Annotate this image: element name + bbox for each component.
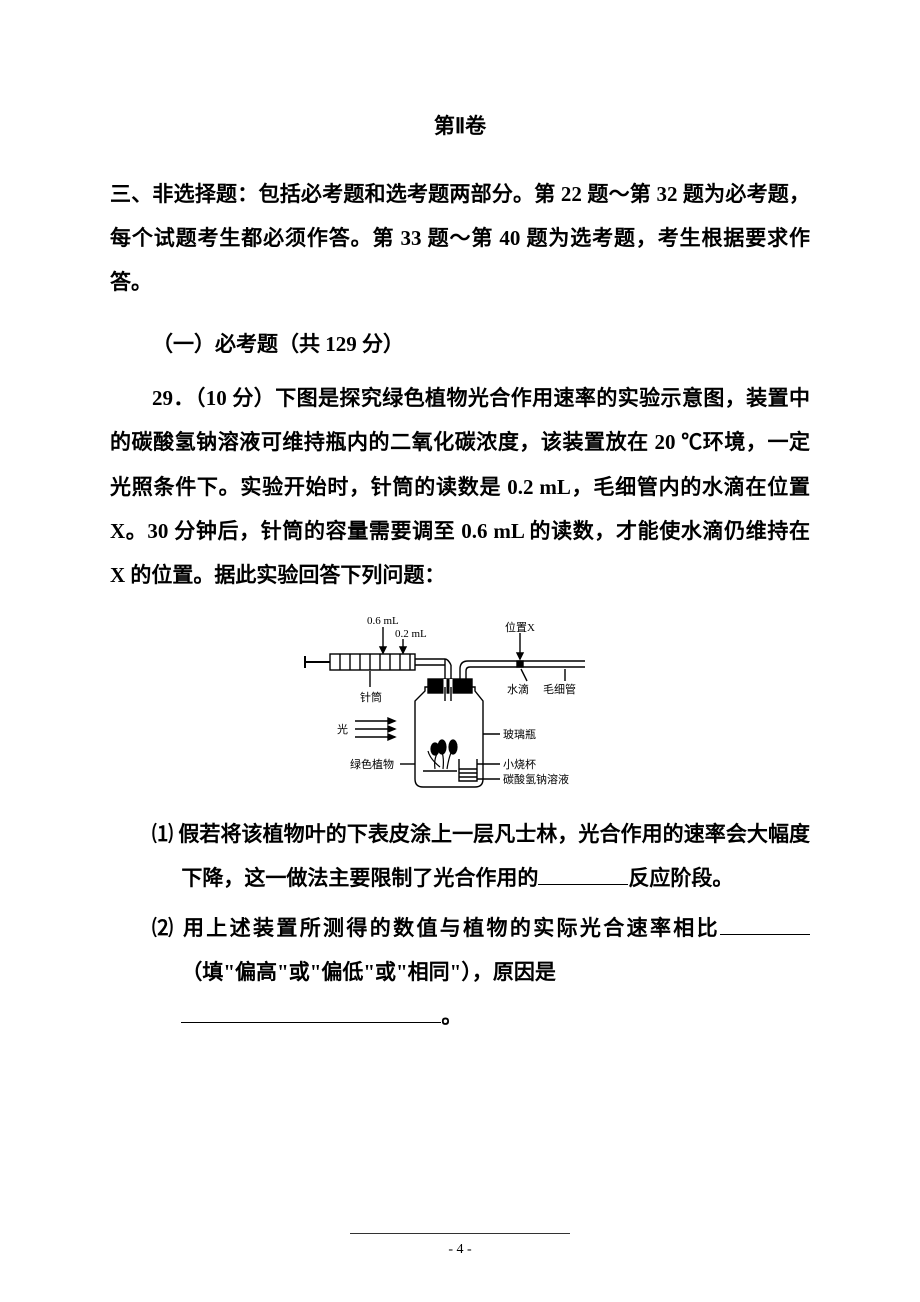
label-drop: 水滴 <box>507 682 529 696</box>
diagram-container: 0.6 mL 0.2 mL 针筒 位置X <box>110 609 810 794</box>
blank-3 <box>181 1004 441 1023</box>
question-29-stem: 29．（10 分）下图是探究绿色植物光合作用速率的实验示意图，装置中的碳酸氢钠溶… <box>110 376 810 596</box>
experiment-diagram: 0.6 mL 0.2 mL 针筒 位置X <box>295 609 625 794</box>
question-29-sub2: ⑵ 用上述装置所测得的数值与植物的实际光合速率相比 （填"偏高"或"偏低"或"相同… <box>110 906 810 1038</box>
question-29-sub1: ⑴ 假若将该植物叶的下表皮涂上一层凡士林，光合作用的速率会大幅度下降，这一做法主… <box>110 812 810 900</box>
q29-sub2-pre: ⑵ 用上述装置所测得的数值与植物的实际光合速率相比 <box>152 916 720 940</box>
label-posx: 位置X <box>505 620 535 634</box>
label-beaker: 小烧杯 <box>503 757 536 771</box>
label-bottle: 玻璃瓶 <box>503 727 536 741</box>
label-06ml: 0.6 mL <box>367 615 399 627</box>
label-capillary: 毛细管 <box>543 682 576 696</box>
label-nahco3: 碳酸氢钠溶液 <box>503 772 569 786</box>
footer-divider <box>350 1233 570 1234</box>
q29-sub1-post: 反应阶段。 <box>628 866 733 890</box>
volume-title: 第Ⅱ卷 <box>110 110 810 140</box>
label-02ml: 0.2 mL <box>395 628 427 640</box>
blank-2 <box>720 916 810 935</box>
q29-sub2-post: 。 <box>441 1004 462 1028</box>
label-light: 光 <box>337 722 348 736</box>
sub-section-heading: （一）必考题（共 129 分） <box>110 322 810 366</box>
blank-1 <box>538 866 628 885</box>
label-plant: 绿色植物 <box>350 757 394 771</box>
q29-sub2-mid: （填"偏高"或"偏低"或"相同"），原因是 <box>181 960 555 984</box>
page-footer: - 4 - <box>0 1233 920 1258</box>
section-intro: 三、非选择题：包括必考题和选考题两部分。第 22 题～第 32 题为必考题，每个… <box>110 172 810 304</box>
page-number: - 4 - <box>0 1242 920 1258</box>
label-syringe: 针筒 <box>360 690 382 704</box>
